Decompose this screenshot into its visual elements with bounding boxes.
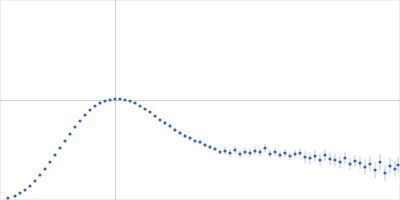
grid-line-y (0, 100, 400, 101)
point (193, 139, 196, 142)
point (308, 156, 311, 159)
point (98, 101, 101, 104)
point (28, 184, 31, 187)
point (383, 171, 386, 174)
point (243, 150, 246, 153)
point (83, 113, 86, 116)
point (288, 154, 291, 157)
point (328, 157, 331, 160)
point (68, 132, 71, 135)
point (93, 104, 96, 107)
point (248, 151, 251, 154)
point (188, 136, 191, 139)
point (318, 158, 321, 161)
point (348, 162, 351, 165)
point (263, 146, 266, 149)
point (88, 108, 91, 111)
point (153, 114, 156, 117)
point (278, 153, 281, 156)
point (253, 149, 256, 152)
point (48, 160, 51, 163)
point (53, 153, 56, 156)
point (298, 151, 301, 154)
point (233, 148, 236, 151)
point (163, 121, 166, 124)
point (13, 194, 16, 197)
data-points (6, 97, 399, 199)
point (158, 118, 161, 121)
point (323, 153, 326, 156)
point (198, 140, 201, 143)
point (343, 156, 346, 159)
point (138, 104, 141, 107)
point (128, 99, 131, 102)
point (293, 152, 296, 155)
point (373, 168, 376, 171)
point (353, 159, 356, 162)
point (178, 131, 181, 134)
point (273, 150, 276, 153)
point (73, 125, 76, 128)
point (133, 101, 136, 104)
point (333, 158, 336, 161)
point (378, 160, 381, 163)
point (268, 152, 271, 155)
point (258, 150, 261, 153)
point (108, 98, 111, 101)
chart (0, 0, 400, 200)
point (168, 124, 171, 127)
point (388, 164, 391, 167)
point (183, 134, 186, 137)
point (23, 188, 26, 191)
point (113, 97, 116, 100)
point (123, 98, 126, 101)
point (143, 107, 146, 110)
point (63, 139, 66, 142)
point (33, 179, 36, 182)
point (363, 165, 366, 168)
point (393, 167, 396, 170)
point (118, 97, 121, 100)
point (208, 145, 211, 148)
point (228, 151, 231, 154)
point (78, 119, 81, 122)
point (358, 161, 361, 164)
point (396, 163, 399, 166)
point (173, 128, 176, 131)
point (213, 147, 216, 150)
point (38, 173, 41, 176)
point (43, 167, 46, 170)
point (6, 196, 9, 199)
point (223, 149, 226, 152)
point (283, 151, 286, 154)
point (313, 154, 316, 157)
point (303, 155, 306, 158)
point (148, 110, 151, 113)
point (338, 160, 341, 163)
point (103, 99, 106, 102)
point (203, 143, 206, 146)
point (218, 150, 221, 153)
point (368, 162, 371, 165)
point (58, 146, 61, 149)
point (238, 152, 241, 155)
plot-frame (1, 1, 400, 200)
point (18, 191, 21, 194)
